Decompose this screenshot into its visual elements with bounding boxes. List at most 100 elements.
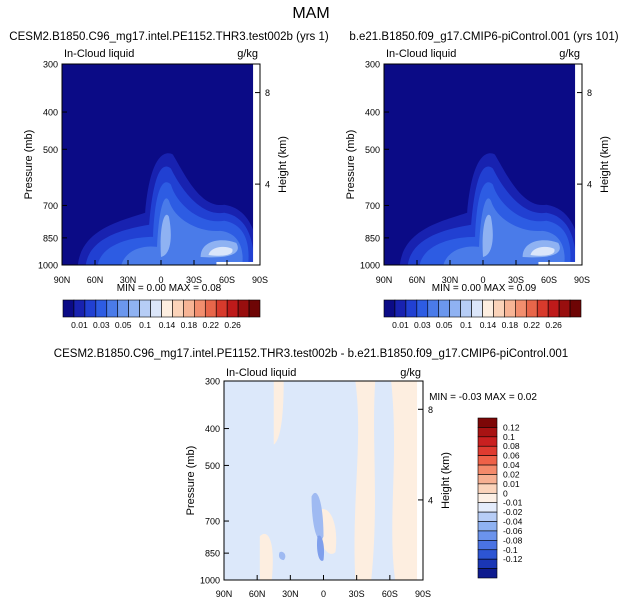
contour-region-7 (317, 535, 325, 561)
chart-panel-2: b.e21.B1850.f09_g17.CMIP6-piControl.001 … (345, 31, 619, 294)
y-tick-label: 300 (205, 377, 220, 387)
y-tick-label: 850 (365, 233, 380, 243)
colorbar-label: 0.08 (503, 441, 520, 451)
y-tick-label: 300 (43, 60, 58, 70)
colorbar-label: 0.18 (181, 320, 198, 330)
colorbar-swatch (248, 299, 261, 318)
contour-region-2 (391, 381, 418, 580)
colorbar-swatch (477, 492, 498, 504)
x-tick-label: 30S (349, 589, 365, 599)
colorbar-swatch (569, 299, 582, 318)
colorbar-swatch (471, 299, 483, 318)
colorbar-label: 0.04 (503, 460, 520, 470)
y-tick-label: 500 (365, 145, 380, 155)
contour-level-5 (482, 214, 560, 258)
contour-region-8 (278, 551, 286, 561)
colorbar-swatch (150, 299, 162, 318)
colorbar-diff: 0.120.10.080.060.040.020.010-0.01-0.02-0… (477, 417, 523, 579)
x-tick-label: 30N (120, 275, 137, 285)
colorbar-label: 0.1 (503, 432, 515, 442)
colorbar-horizontal: 0.01 0.03 0.05 0.1 0.14 0.18 0.22 0.26 (62, 299, 261, 330)
colorbar-swatch (106, 299, 119, 318)
colorbar-swatch (477, 530, 498, 541)
y-tick-label: 1000 (200, 576, 220, 586)
colorbar-swatch (427, 299, 440, 318)
colorbar-horizontal: 0.01 0.03 0.05 0.1 0.14 0.18 0.22 0.26 (383, 299, 582, 330)
colorbar-swatch (477, 540, 498, 551)
colorbar-swatch (416, 299, 429, 318)
colorbar-swatch (73, 299, 86, 318)
y-tick-label: 400 (205, 424, 220, 434)
units-label: g/kg (559, 48, 580, 60)
colorbar-swatch (477, 502, 498, 513)
colorbar-swatch (183, 299, 195, 318)
colorbar-swatch (525, 299, 538, 318)
colorbar-swatch (477, 568, 498, 579)
colorbar-swatch (477, 455, 498, 466)
colorbar-swatch (95, 299, 108, 318)
x-tick-label: 60N (249, 589, 266, 599)
min-max-stats: MIN = -0.03 MAX = 0.02 (429, 392, 537, 403)
variable-label: In-Cloud liquid (226, 367, 296, 379)
colorbar-label: 0.1 (139, 320, 151, 330)
colorbar-swatch (477, 521, 498, 532)
missing-region (575, 64, 582, 265)
min-max-stats: MIN = 0.00 MAX = 0.08 (117, 283, 222, 294)
colorbar-swatch (405, 299, 418, 318)
contour-field (62, 64, 260, 265)
contour-level-5 (160, 214, 238, 258)
colorbar-label: 0.14 (159, 320, 176, 330)
colorbar-swatch (493, 299, 505, 318)
colorbar-swatch (139, 299, 151, 318)
colorbar-swatch (477, 549, 498, 560)
colorbar-swatch (161, 299, 173, 318)
colorbar-main: 0.01 0.03 0.05 0.1 0.14 0.18 0.22 0.26 0.01 0.03 0… (62, 299, 582, 330)
y-right-tick-label: 8 (428, 405, 433, 415)
y-right-tick-label: 4 (265, 180, 270, 190)
colorbar-swatch (226, 299, 239, 318)
y-tick-label: 1000 (360, 261, 380, 271)
x-tick-label: 90N (216, 589, 233, 599)
x-tick-label: 90S (574, 275, 590, 285)
contour-region-6 (311, 492, 324, 541)
colorbar-label: 0.06 (503, 451, 520, 461)
colorbar-label: 0.1 (460, 320, 472, 330)
colorbar-swatch (477, 445, 498, 456)
x-tick-label: 30N (282, 589, 299, 599)
y-tick-label: 850 (205, 549, 220, 559)
chart-panel-3: CESM2.B1850.C96_mg17.intel.PE1152.THR3.t… (54, 348, 568, 599)
y-right-tick-label: 8 (587, 88, 592, 98)
x-tick-label: 30S (508, 275, 524, 285)
y-tick-label: 700 (205, 517, 220, 527)
variable-label: In-Cloud liquid (64, 48, 134, 60)
y-tick-label: 700 (43, 201, 58, 211)
colorbar-label: 0.18 (502, 320, 519, 330)
y-tick-label: 700 (365, 201, 380, 211)
colorbar-swatch (477, 483, 498, 494)
y-tick-label: 300 (365, 60, 380, 70)
colorbar-label: 0.12 (503, 422, 520, 432)
colorbar-swatch (477, 417, 498, 428)
colorbar-swatch (477, 474, 498, 485)
y-right-axis-label: Height (km) (277, 136, 289, 193)
colorbar-swatch (237, 299, 250, 318)
colorbar-swatch (128, 299, 140, 318)
y-tick-label: 400 (43, 108, 58, 118)
contour-field (224, 381, 423, 580)
colorbar-swatch (215, 299, 228, 318)
x-tick-label: 60S (541, 275, 557, 285)
colorbar-swatch (84, 299, 97, 318)
contour-region-3 (273, 381, 284, 445)
x-tick-label: 90N (376, 275, 393, 285)
colorbar-label: 0.22 (523, 320, 540, 330)
colorbar-swatch (172, 299, 184, 318)
contour-level-6 (530, 246, 555, 256)
contour-region-9 (417, 381, 423, 580)
contour-level-6 (208, 246, 233, 256)
x-tick-label: 0 (321, 589, 326, 599)
contour-region-1 (354, 381, 376, 580)
colorbar-swatch (204, 299, 217, 318)
colorbar-swatch (477, 427, 498, 438)
y-right-tick-label: 4 (587, 180, 592, 190)
x-tick-label: 0 (480, 275, 485, 285)
